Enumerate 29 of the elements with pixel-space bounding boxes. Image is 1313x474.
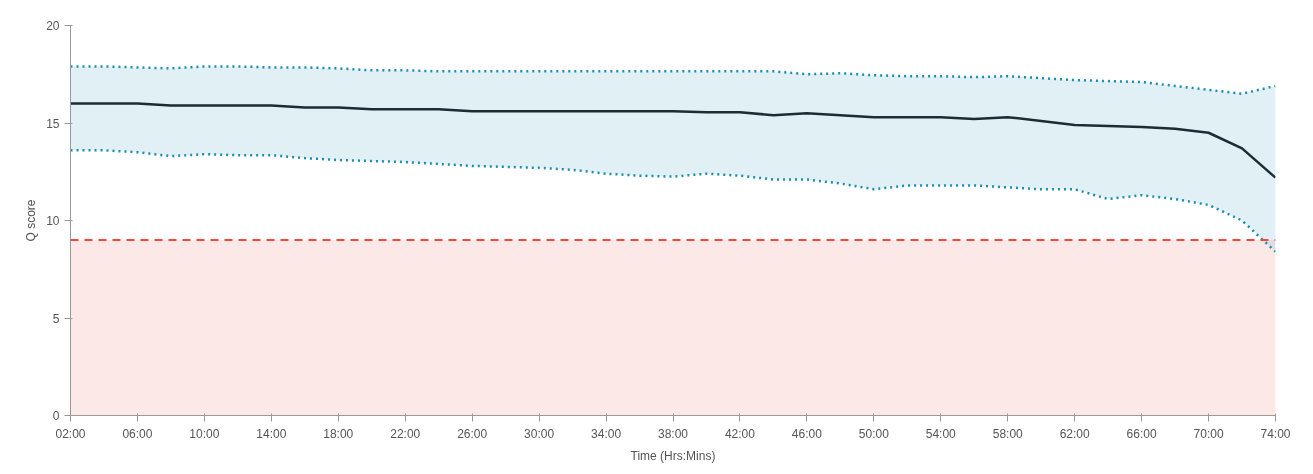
x-tick-label: 54:00 [925, 426, 957, 441]
x-tick-label: 10:00 [189, 426, 220, 441]
line-series [70, 102, 1276, 179]
x-tick-label: 06:00 [122, 426, 153, 441]
y-tick-label: 5 [52, 311, 60, 326]
x-tick-label: 74:00 [1260, 426, 1291, 441]
y-tick-label: 0 [52, 409, 60, 423]
x-tick-label: 70:00 [1193, 426, 1224, 441]
x-tick-label: 34:00 [591, 426, 622, 441]
line-series [70, 65, 1276, 95]
x-tick-label: 26:00 [457, 426, 488, 441]
y-tick-label: 20 [46, 19, 60, 33]
y-axis-title: Q score [24, 199, 39, 242]
x-tick-label: 50:00 [858, 426, 890, 441]
x-tick-label: 66:00 [1126, 426, 1157, 441]
x-tick-label: 30:00 [524, 426, 555, 441]
x-tick-label: 42:00 [724, 426, 756, 441]
x-tick-label: 62:00 [1059, 426, 1091, 441]
x-tick-label: 02:00 [55, 426, 86, 441]
y-tick-label: 15 [46, 116, 60, 131]
line-series [70, 149, 1276, 253]
x-tick-label: 38:00 [657, 426, 689, 441]
x-tick-label: 22:00 [390, 426, 421, 441]
y-tick-label: 10 [46, 214, 60, 228]
x-tick-label: 18:00 [323, 426, 354, 441]
x-tick-label: 58:00 [992, 426, 1024, 441]
x-tick-label: 46:00 [791, 426, 823, 441]
x-tick-label: 14:00 [256, 426, 287, 441]
x-axis-title: Time (Hrs:Mins) [630, 448, 716, 463]
